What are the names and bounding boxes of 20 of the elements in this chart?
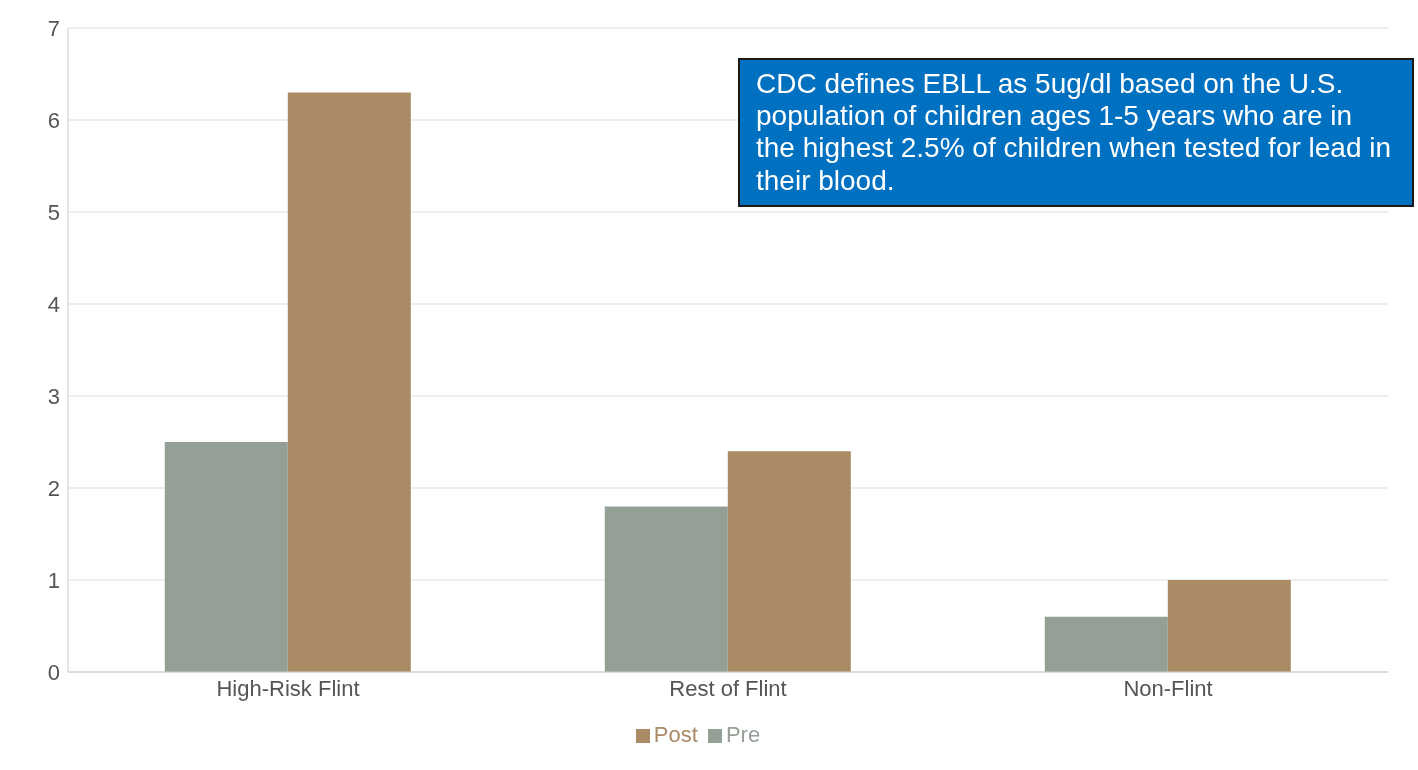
- y-tick-label: 5: [47, 199, 60, 225]
- x-tick-label: Rest of Flint: [669, 675, 787, 701]
- bar: [1167, 580, 1291, 672]
- y-tick-label: 0: [47, 659, 60, 685]
- y-tick-label: 6: [47, 107, 60, 133]
- legend-label: Post: [653, 722, 698, 747]
- bar: [287, 92, 411, 672]
- bar: [164, 442, 288, 672]
- bar: [604, 506, 728, 672]
- y-tick-label: 7: [47, 15, 60, 41]
- legend-label: Pre: [725, 722, 761, 747]
- x-tick-label: Non-Flint: [1123, 675, 1213, 701]
- bar: [727, 451, 851, 672]
- annotation: CDC defines EBLL as 5ug/dl based on the U.S. population of children ages 1-5 years who are in the highest 2.5% of children when tested for lead in their blood.: [738, 58, 1414, 207]
- y-tick-label: 2: [47, 475, 60, 501]
- y-tick-label: 3: [47, 383, 60, 409]
- y-tick-label: 1: [47, 567, 60, 593]
- bar: [1044, 616, 1168, 672]
- x-tick-label: High-Risk Flint: [216, 675, 360, 701]
- y-tick-label: 4: [47, 291, 60, 317]
